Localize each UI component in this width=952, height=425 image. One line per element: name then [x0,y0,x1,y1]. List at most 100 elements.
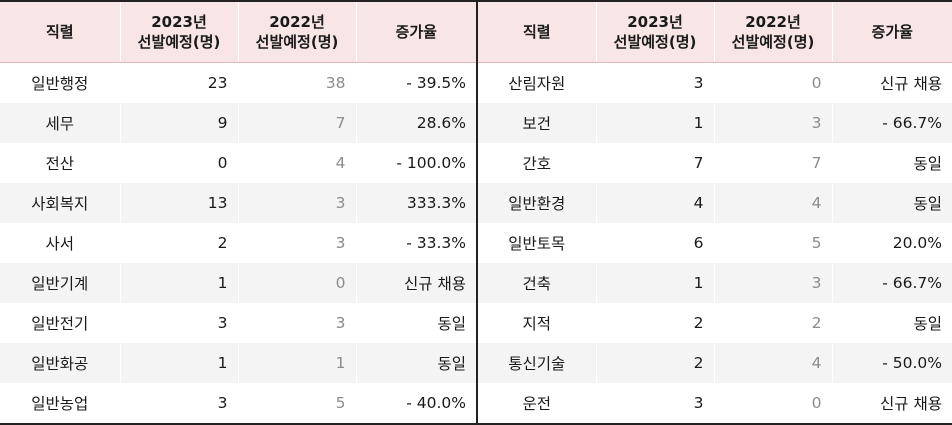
count-2022-cell: 4 [714,343,833,383]
table-row: 간호 7 7 동일 [478,143,952,183]
rate-cell: 신규 채용 [880,395,942,413]
table-row: 전산 0 4 - 100.0% [0,143,476,183]
count-2022-cell: 38 [238,62,357,103]
rate-cell: 28.6% [356,103,476,143]
header-rate: 증가율 [356,1,476,63]
header-job: 직렬 [478,1,597,63]
job-cell: 건축 [478,263,597,303]
count-2022-cell: 0 [714,383,833,424]
table-row: 일반토목 6 5 20.0% [478,223,952,263]
job-cell: 일반농업 [0,383,121,424]
count-2023-cell: 1 [120,263,239,303]
count-2023-cell: 1 [596,103,715,143]
header-job: 직렬 [0,1,121,63]
header-2023: 2023년 선발예정(명) [596,1,715,63]
table-row: 일반화공 1 1 동일 [0,343,476,383]
count-2023-cell: 3 [120,383,239,424]
count-2022-cell: 4 [714,183,833,223]
job-cell: 일반환경 [478,183,597,223]
rate-cell: 동일 [913,155,942,173]
rate-cell: 동일 [832,183,952,223]
count-2022-cell: 3 [238,303,357,343]
table-row: 일반환경 4 4 동일 [478,183,952,223]
recruitment-table-left: 직렬 2023년 선발예정(명) 2022년 선발예정(명) 증가율 일반행정 23… [0,0,476,425]
header-2023: 2023년 선발예정(명) [120,1,239,63]
count-2022-cell: 3 [714,263,833,303]
table-row: 일반농업 3 5 - 40.0% [0,383,476,424]
count-2022-cell: 3 [238,223,357,263]
count-2022-cell: 5 [238,383,357,424]
count-2023-cell: 4 [596,183,715,223]
job-cell: 일반행정 [0,62,121,103]
job-cell: 일반화공 [0,343,121,383]
job-cell: 일반토목 [478,223,597,263]
table-row: 운전 3 0 신규 채용 [478,383,952,424]
count-2022-cell: 0 [238,263,357,303]
rate-cell: 동일 [356,343,476,383]
count-2023-cell: 1 [120,343,239,383]
job-cell: 산림자원 [478,62,597,103]
rate-cell: - 100.0% [396,154,466,172]
table-row: 사서 2 3 - 33.3% [0,223,476,263]
count-2023-cell: 13 [120,183,239,223]
count-2023-cell: 1 [596,263,715,303]
count-2023-cell: 23 [120,62,239,103]
count-2023-cell: 2 [596,303,715,343]
center-divider [476,0,478,425]
header-2022: 2022년 선발예정(명) [238,1,357,63]
rate-cell: 신규 채용 [356,263,476,303]
rate-cell: 동일 [437,315,466,333]
count-2023-cell: 2 [596,343,715,383]
table-row: 건축 1 3 - 66.7% [478,263,952,303]
header-rate: 증가율 [832,1,952,63]
rate-cell: - 66.7% [832,263,952,303]
rate-cell: 20.0% [892,234,942,252]
table-row: 일반전기 3 3 동일 [0,303,476,343]
job-cell: 사회복지 [0,183,121,223]
job-cell: 통신기술 [478,343,597,383]
table-row: 일반기계 1 0 신규 채용 [0,263,476,303]
job-cell: 일반전기 [0,303,121,343]
count-2022-cell: 7 [714,143,833,183]
count-2022-cell: 7 [238,103,357,143]
table-row: 보건 1 3 - 66.7% [478,103,952,143]
count-2023-cell: 3 [596,383,715,424]
count-2023-cell: 7 [596,143,715,183]
rate-cell: - 50.0% [832,343,952,383]
job-cell: 전산 [0,143,121,183]
table-row: 지적 2 2 동일 [478,303,952,343]
rate-cell: - 39.5% [406,74,466,92]
rate-cell: 동일 [913,315,942,333]
header-row: 직렬 2023년 선발예정(명) 2022년 선발예정(명) 증가율 [478,1,952,63]
count-2022-cell: 5 [714,223,833,263]
rate-cell: 333.3% [356,183,476,223]
job-cell: 사서 [0,223,121,263]
count-2023-cell: 3 [120,303,239,343]
rate-cell: 신규 채용 [880,75,942,93]
job-cell: 보건 [478,103,597,143]
job-cell: 일반기계 [0,263,121,303]
count-2023-cell: 0 [120,143,239,183]
table-row: 사회복지 13 3 333.3% [0,183,476,223]
header-row: 직렬 2023년 선발예정(명) 2022년 선발예정(명) 증가율 [0,1,476,63]
rate-cell: - 40.0% [406,394,466,412]
count-2023-cell: 9 [120,103,239,143]
job-cell: 운전 [478,383,597,424]
job-cell: 간호 [478,143,597,183]
table-row: 세무 9 7 28.6% [0,103,476,143]
job-cell: 지적 [478,303,597,343]
count-2022-cell: 3 [714,103,833,143]
rate-cell: - 33.3% [406,234,466,252]
job-cell: 세무 [0,103,121,143]
count-2022-cell: 2 [714,303,833,343]
count-2022-cell: 0 [714,62,833,103]
rate-cell: - 66.7% [832,103,952,143]
recruitment-table-right: 직렬 2023년 선발예정(명) 2022년 선발예정(명) 증가율 산림자원 3 … [478,0,952,425]
count-2023-cell: 6 [596,223,715,263]
table-row: 통신기술 2 4 - 50.0% [478,343,952,383]
count-2023-cell: 2 [120,223,239,263]
table-row: 일반행정 23 38 - 39.5% [0,62,476,103]
count-2022-cell: 3 [238,183,357,223]
count-2023-cell: 3 [596,62,715,103]
